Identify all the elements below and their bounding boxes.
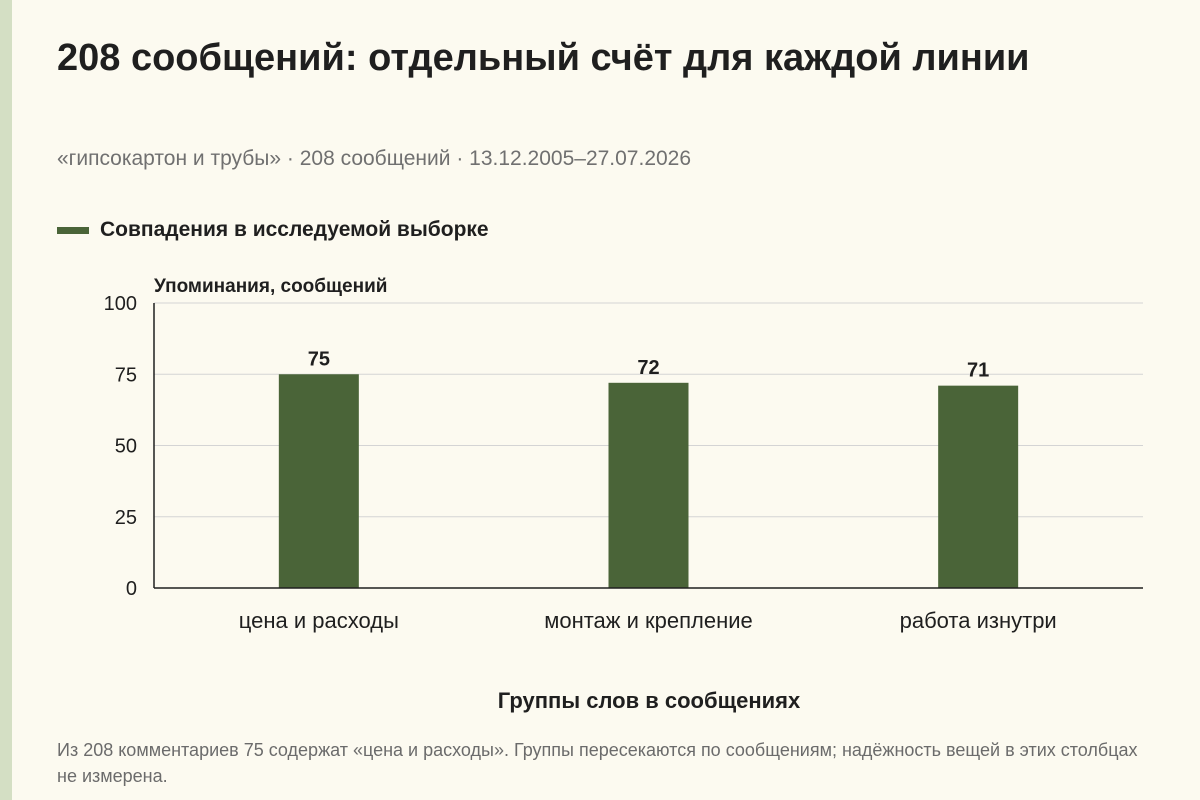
bar bbox=[278, 374, 359, 588]
data-label: 75 bbox=[308, 348, 330, 370]
legend-swatch bbox=[57, 226, 89, 234]
y-tick-label: 0 bbox=[126, 578, 137, 600]
y-axis-label: Упоминания, сообщений bbox=[154, 276, 387, 297]
y-tick-label: 25 bbox=[115, 507, 137, 529]
data-label: 71 bbox=[967, 360, 989, 382]
x-tick-label: монтаж и крепление bbox=[544, 608, 753, 633]
bar bbox=[938, 385, 1019, 588]
left-accent-strip bbox=[0, 0, 12, 800]
y-tick-label: 50 bbox=[115, 436, 137, 458]
bar bbox=[608, 382, 689, 588]
legend-label: Совпадения в исследуемой выборке bbox=[100, 218, 489, 241]
page-title: 208 сообщений: отдельный счёт для каждой… bbox=[57, 37, 1030, 79]
x-tick-label: работа изнутри bbox=[900, 608, 1057, 633]
x-axis-label: Группы слов в сообщениях bbox=[498, 688, 801, 713]
footnote: Из 208 комментариев 75 содержат «цена и … bbox=[57, 740, 1138, 786]
chart-subtitle: «гипсокартон и трубы» · 208 сообщений · … bbox=[57, 147, 692, 170]
y-tick-label: 100 bbox=[104, 293, 137, 315]
data-label: 72 bbox=[637, 357, 659, 379]
x-tick-label: цена и расходы bbox=[239, 608, 399, 633]
chart-legend: Совпадения в исследуемой выборке bbox=[57, 218, 489, 242]
y-tick-label: 75 bbox=[115, 364, 137, 386]
